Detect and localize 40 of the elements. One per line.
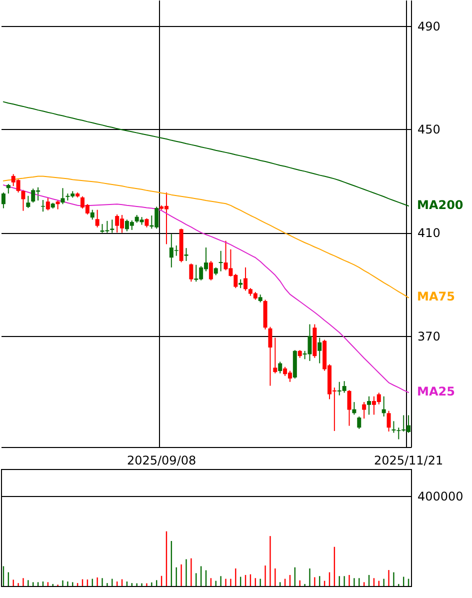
line-series [2,176,410,298]
candlestick [208,260,213,281]
series-label: MA25 [417,384,455,398]
candlestick [244,266,248,292]
candlestick [278,361,282,374]
y-tick-label: 370 [418,329,440,344]
y-tick-label: 400000 [418,490,464,504]
candlestick [26,195,30,208]
x-tick-label: 2025/11/21 [374,454,444,468]
series-label: MA75 [417,290,455,304]
candlestick [110,219,114,234]
candlestick [273,337,278,374]
candlestick [46,197,50,211]
candlestick [189,263,194,282]
series-label: MA200 [417,198,464,212]
candlestick [218,250,223,272]
candlestick [367,396,372,416]
candlestick [56,199,60,210]
candlestick [386,410,391,432]
candlestick [184,248,188,262]
candlestick [95,209,100,228]
candlestick [144,218,149,228]
candlestick [357,416,362,430]
candlestick [1,192,6,209]
candlestick [6,183,10,194]
x-tick-label: 2025/09/08 [126,454,196,468]
candlestick [362,402,366,420]
line-series [2,101,410,206]
candlestick [21,189,26,212]
candlestick [268,326,272,386]
candlestick [347,390,352,426]
y-tick-label: 490 [418,19,440,34]
candlestick [382,396,386,418]
candlestick [90,209,94,220]
candlestick [318,337,322,364]
candlestick [352,402,356,416]
line-series [2,184,410,393]
candlestick [60,188,65,205]
y-tick-label: 450 [418,122,440,137]
y-tick-label: 410 [418,226,440,240]
